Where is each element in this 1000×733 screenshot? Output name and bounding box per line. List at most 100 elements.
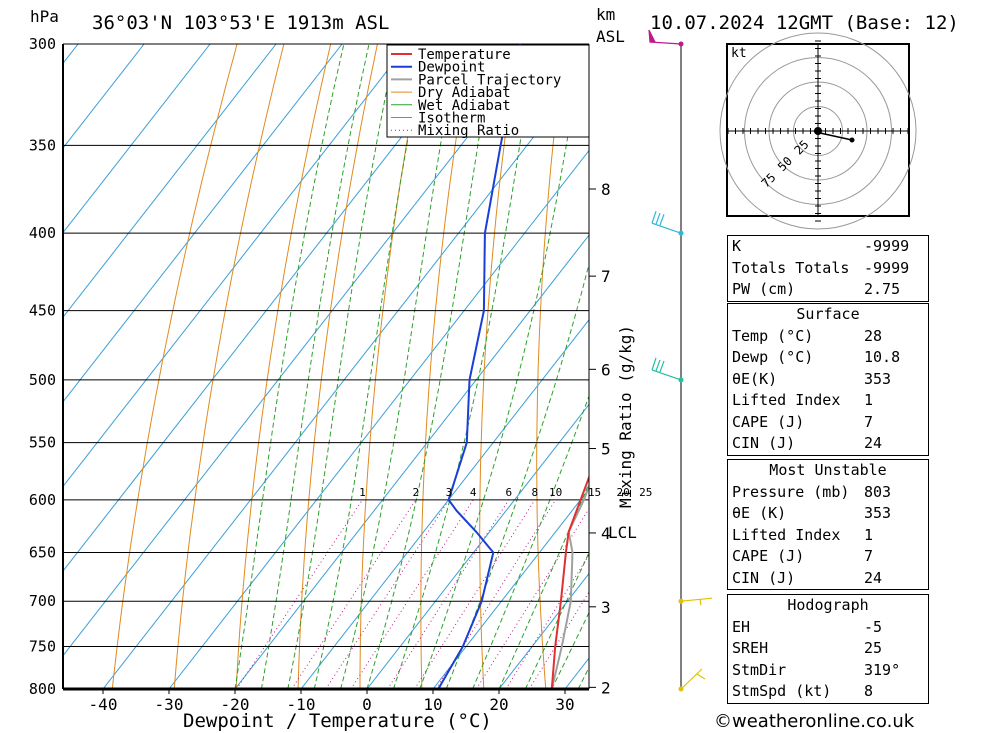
mixing-ratio-line [414,499,536,689]
mixing-ratio-label: 20 [616,486,629,499]
hodograph-table: Hodograph EH -5 SREH 25 StmDir 319° StmSpd … [727,594,929,704]
surface-row: CAPE (J) 7 [732,412,874,431]
wind-barb [648,29,682,45]
isobars: 300 350 400 450 500 550 600 650 700 750 800 [29,35,589,698]
surface-row: Dewp (°C) 10.8 [732,348,901,366]
most-unstable-row: CAPE (J) 7 [732,547,874,565]
mixing-ratio-label: 8 [532,486,539,499]
wind-barb-feather [655,359,661,372]
pressure-tick-label: 300 [29,35,56,53]
pressure-tick-label: 800 [29,680,56,698]
legend-entry: Isotherm [418,111,485,127]
wet-adiabat-line [234,44,345,689]
hodograph-row: EH -5 [732,617,883,636]
dry-adiabat-line [420,44,472,689]
mixing-ratio-label: 25 [639,486,652,499]
wind-barb [651,357,682,381]
datetime-title: 10.07.2024 12GMT (Base: 12) [650,12,959,34]
legend-entry: Temperature [418,47,511,63]
mixing-ratio-line [291,499,417,689]
wind-barb-feather [651,210,657,224]
pressure-tick-label: 750 [29,638,56,656]
mixing-ratio-label: 1 [359,486,366,499]
pressure-tick-label: 500 [29,371,56,389]
height-tick-label: 2 [601,678,611,697]
wind-barb-staff [651,369,682,381]
wind-barb-staff [680,668,703,690]
wind-barb-feather [659,213,665,226]
parcel-trajectory-line [550,483,589,689]
wind-barb-staff [680,597,713,602]
isotherm-line [366,403,589,689]
isotherm-line [498,572,589,689]
legend-entry: Wet Adiabat [418,98,511,114]
x-tick-label: -20 [221,695,250,714]
x-tick-label: 0 [362,695,372,714]
most-unstable-row: θE (K) 353 [732,504,892,522]
isotherm-line [234,234,589,689]
pressure-tick-label: 600 [29,491,56,509]
hodograph-unit: kt [731,46,747,61]
most-unstable-title: Most Unstable [769,461,887,479]
x-tick-label: -10 [287,695,316,714]
legend-entry: Parcel Trajectory [418,72,561,88]
mixing-ratio-line [325,499,450,689]
height-tick-label: 6 [601,360,611,379]
x-tick-label: -40 [89,695,118,714]
profiles [437,44,589,689]
dewpoint-line [437,44,522,689]
surface-table: Surface Temp (°C) 28 Dewp (°C) 10.8 θE(K) 3… [727,303,929,456]
pressure-unit: hPa [30,7,59,26]
surface-title: Surface [796,305,860,323]
isotherm-line [63,44,541,657]
mixing-ratio-line [236,499,363,689]
wind-barb [680,668,706,690]
mixing-ratio-axis-label: Mixing Ratio (g/kg) [616,325,635,508]
wet-adiabat-line [287,44,397,689]
height-axis: 8 7 6 5 4 3 2 LCL [589,29,713,697]
surface-row: θE(K) 353 [732,369,892,388]
wind-barb-feather [655,212,661,225]
pressure-tick-label: 400 [29,224,56,242]
height-tick-label: 8 [601,180,611,199]
credit-link[interactable]: ©weatheronline.co.uk [714,711,915,732]
surface-row: CIN (J) 24 [732,434,883,452]
wind-barb-feather [699,599,702,606]
isotherm-line [63,44,145,149]
pressure-tick-label: 450 [29,302,56,320]
wind-barb [651,210,682,234]
axes: 1 2 3 4 6 8 10 15 20 25-40 -30 -20 -10 0 10 20 30 [62,44,652,714]
height-tick-label: 3 [601,598,611,617]
wind-barb-feather [651,357,657,371]
x-tick-label: 20 [489,695,508,714]
temperature-line [550,474,589,689]
height-unit-asl: ASL [596,27,625,46]
mixing-ratio-label: 10 [549,486,562,499]
dry-adiabat-line [986,44,1000,689]
hodograph-row: StmDir 319° [732,660,901,679]
index-row: PW (cm) 2.75 [732,280,901,298]
legend-entry: Dewpoint [418,60,485,76]
location-title: 36°03'N 103°53'E 1913m ASL [92,12,389,34]
lcl-label: LCL [608,523,637,542]
mixing-ratio-label: 15 [588,486,601,499]
dry-adiabat-line [536,44,566,689]
x-tick-label: 30 [555,695,574,714]
wind-barb-staff [651,222,682,234]
surface-row: Temp (°C) 28 [732,326,883,345]
mixing-ratio-label: 3 [446,486,453,499]
hodograph-ring [719,32,917,230]
isotherm-line [63,44,277,319]
surface-row: Lifted Index 1 [732,391,874,409]
x-tick-label: 10 [423,695,442,714]
isotherm-line [63,44,211,234]
hodograph-row: StmSpd (kt) 8 [732,682,874,700]
hodograph-origin [814,127,822,135]
dry-adiabat-line [939,44,1000,689]
dry-adiabat-line [359,44,425,689]
wind-barb [680,597,713,606]
height-unit-km: km [596,5,615,24]
hodograph-title: Hodograph [787,596,869,614]
